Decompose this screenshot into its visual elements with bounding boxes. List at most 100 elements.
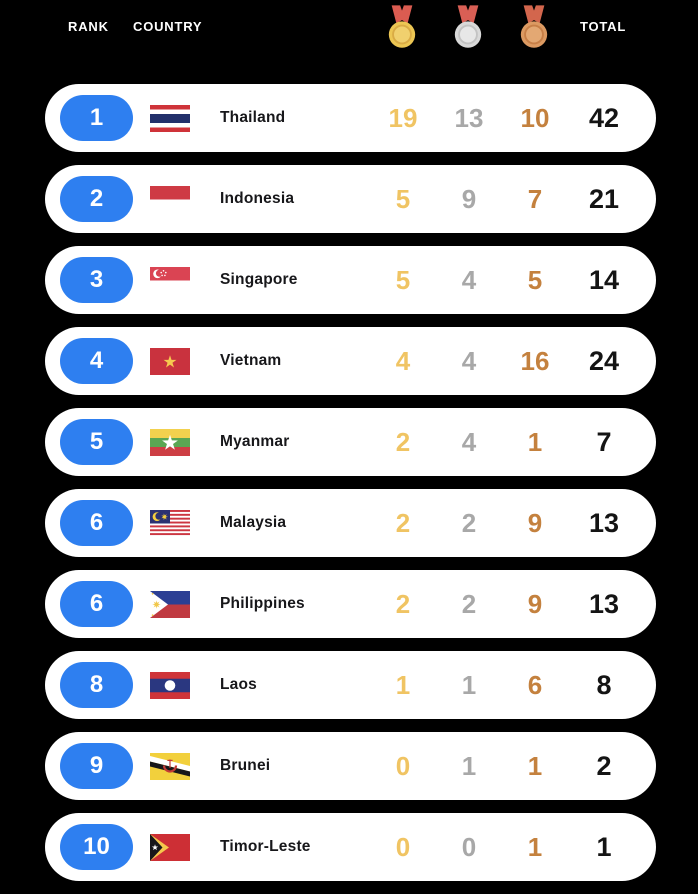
- gold-count: 19: [388, 102, 418, 133]
- silver-count: 4: [461, 345, 477, 376]
- rank-badge: 3: [60, 257, 133, 303]
- total-count: 2: [596, 750, 612, 781]
- bronze-count: 1: [527, 831, 543, 862]
- gold-count: 2: [395, 426, 411, 457]
- rank-badge: 5: [60, 419, 133, 465]
- gold-count: 5: [395, 183, 411, 214]
- spacer: [190, 280, 205, 281]
- bronze-count: 16: [520, 345, 550, 376]
- flag-thailand-icon: [150, 104, 190, 132]
- rank-number: 8: [89, 671, 104, 698]
- total-count: 13: [588, 507, 620, 538]
- spacer: [190, 523, 205, 524]
- rank-column-header: RANK: [68, 19, 109, 34]
- spacer: [190, 766, 205, 767]
- spacer: [133, 847, 150, 848]
- bronze-count: 5: [527, 264, 543, 295]
- spacer: [190, 199, 205, 200]
- medal-table-row[interactable]: 6 Philippines 2 2 9 13: [45, 570, 656, 638]
- medal-table-row[interactable]: 2 Indonesia 5 9 7 21: [45, 165, 656, 233]
- rank-badge: 6: [60, 581, 133, 627]
- country-name: Brunei: [220, 757, 271, 774]
- total-count: 13: [588, 588, 620, 619]
- medal-table-row[interactable]: 6 Malaysia 2 2 9 13: [45, 489, 656, 557]
- bronze-count: 9: [527, 588, 543, 619]
- bronze-count: 7: [527, 183, 543, 214]
- bronze-count: 6: [527, 669, 543, 700]
- rank-number: 3: [89, 266, 104, 293]
- spacer: [133, 604, 150, 605]
- rank-number: 5: [89, 428, 104, 455]
- total-count: 8: [596, 669, 612, 700]
- bronze-count: 10: [520, 102, 550, 133]
- country-name: Thailand: [220, 109, 286, 126]
- rank-badge: 2: [60, 176, 133, 222]
- flag-myanmar-icon: [150, 428, 190, 456]
- total-count: 14: [588, 264, 620, 295]
- total-count: 24: [588, 345, 620, 376]
- country-name: Philippines: [220, 595, 305, 612]
- spacer: [133, 766, 150, 767]
- spacer: [133, 199, 150, 200]
- silver-count: 1: [461, 750, 477, 781]
- flag-laos-icon: [150, 671, 190, 699]
- rank-number: 10: [83, 833, 110, 860]
- silver-count: 13: [454, 102, 484, 133]
- country-name: Timor-Leste: [220, 838, 311, 855]
- silver-count: 4: [461, 264, 477, 295]
- total-count: 1: [596, 831, 612, 862]
- gold-medal-icon: [386, 5, 418, 49]
- country-name: Laos: [220, 676, 257, 693]
- bronze-medal-icon: [518, 5, 550, 49]
- medal-table-row[interactable]: 9 Brunei 0 1 1 2: [45, 732, 656, 800]
- spacer: [190, 847, 205, 848]
- flag-timor-leste-icon: [150, 833, 190, 861]
- silver-medal-icon: [452, 5, 484, 49]
- medal-table-row[interactable]: 3 Singapore 5 4 5 14: [45, 246, 656, 314]
- flag-singapore-icon: [150, 266, 190, 294]
- rank-badge: 10: [60, 824, 133, 870]
- spacer: [133, 442, 150, 443]
- medal-table-row[interactable]: 4 Vietnam 4 4 16 24: [45, 327, 656, 395]
- medal-table-row[interactable]: 8 Laos 1 1 6 8: [45, 651, 656, 719]
- bronze-count: 1: [527, 750, 543, 781]
- rank-badge: 1: [60, 95, 133, 141]
- medal-table-row[interactable]: 1 Thailand 19 13 10 42: [45, 84, 656, 152]
- silver-count: 4: [461, 426, 477, 457]
- spacer: [133, 361, 150, 362]
- gold-count: 0: [395, 750, 411, 781]
- flag-philippines-icon: [150, 590, 190, 618]
- country-column-header: COUNTRY: [133, 19, 203, 34]
- spacer: [133, 118, 150, 119]
- flag-vietnam-icon: [150, 347, 190, 375]
- rank-number: 2: [89, 185, 104, 212]
- spacer: [190, 604, 205, 605]
- total-count: 21: [588, 183, 620, 214]
- gold-count: 2: [395, 507, 411, 538]
- total-count: 42: [588, 102, 620, 133]
- medal-table: 1 Thailand 19 13 10 42 2 Indonesia 5 9 7…: [45, 84, 656, 894]
- table-header: RANK COUNTRY TOTAL: [0, 0, 698, 62]
- medal-table-row[interactable]: 10 Timor-Leste 0 0 1 1: [45, 813, 656, 881]
- gold-count: 5: [395, 264, 411, 295]
- rank-badge: 4: [60, 338, 133, 384]
- spacer: [190, 685, 205, 686]
- country-name: Indonesia: [220, 190, 295, 207]
- medal-table-row[interactable]: 5 Myanmar 2 4 1 7: [45, 408, 656, 476]
- gold-count: 0: [395, 831, 411, 862]
- flag-brunei-icon: [150, 752, 190, 780]
- silver-count: 1: [461, 669, 477, 700]
- rank-badge: 8: [60, 662, 133, 708]
- spacer: [190, 442, 205, 443]
- total-column-header: TOTAL: [579, 19, 627, 34]
- spacer: [133, 685, 150, 686]
- gold-count: 4: [395, 345, 411, 376]
- rank-number: 6: [89, 590, 104, 617]
- gold-count: 2: [395, 588, 411, 619]
- spacer: [133, 280, 150, 281]
- flag-malaysia-icon: [150, 509, 190, 537]
- silver-count: 0: [461, 831, 477, 862]
- country-name: Myanmar: [220, 433, 290, 450]
- spacer: [190, 361, 205, 362]
